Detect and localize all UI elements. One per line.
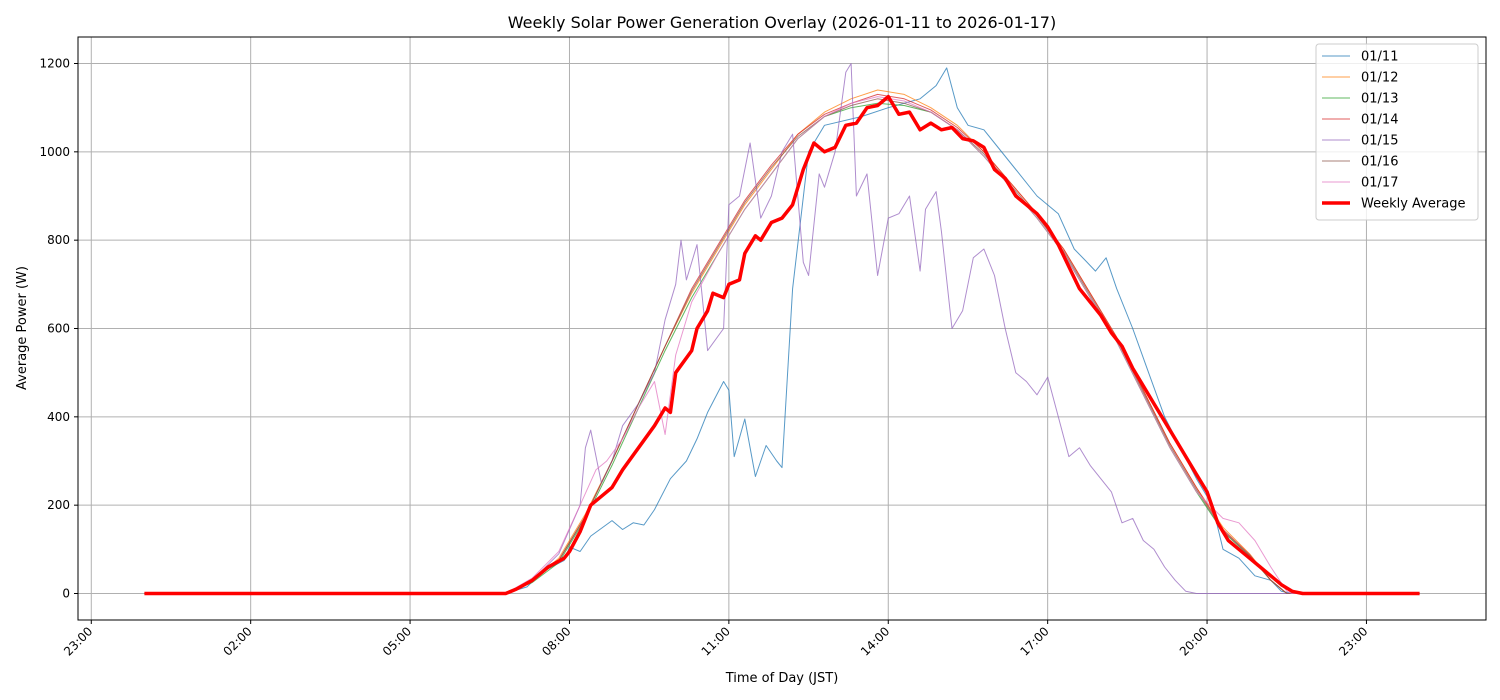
legend-label: 01/14 — [1361, 113, 1398, 128]
series-line-01-15 — [144, 63, 1420, 594]
legend-label: 01/17 — [1361, 176, 1398, 191]
series-line-01-16 — [144, 98, 1420, 594]
y-tick-label: 800 — [47, 233, 70, 247]
legend-label: 01/12 — [1361, 71, 1398, 86]
legend: 01/11 01/12 01/13 01/14 01/15 01/16 01/17 Weekl… — [1315, 43, 1479, 221]
legend-box — [1315, 43, 1479, 221]
x-axis-label: Time of Day (JST) — [725, 671, 839, 686]
legend-label: 01/13 — [1361, 92, 1398, 107]
legend-label: 01/11 — [1361, 50, 1398, 65]
legend-label: Weekly Average — [1361, 197, 1465, 212]
y-axis-label: Average Power (W) — [15, 266, 30, 390]
y-tick-label: 1000 — [39, 145, 70, 159]
series-lines — [144, 63, 1420, 596]
y-tick-label: 400 — [47, 410, 70, 424]
series-line-01-13 — [144, 102, 1420, 594]
series-line-weekly-average — [144, 94, 1420, 596]
y-tick-label: 1200 — [39, 57, 70, 71]
y-tick-label: 200 — [47, 498, 70, 512]
y-tick-label: 600 — [47, 322, 70, 336]
y-tick-label: 0 — [62, 587, 70, 601]
legend-label: 01/16 — [1361, 155, 1398, 170]
y-axis-ticks: 0 200 400 600 800 1000 1200 — [39, 57, 78, 601]
legend-label: 01/15 — [1361, 134, 1398, 149]
chart-title: Weekly Solar Power Generation Overlay (2… — [508, 13, 1056, 32]
